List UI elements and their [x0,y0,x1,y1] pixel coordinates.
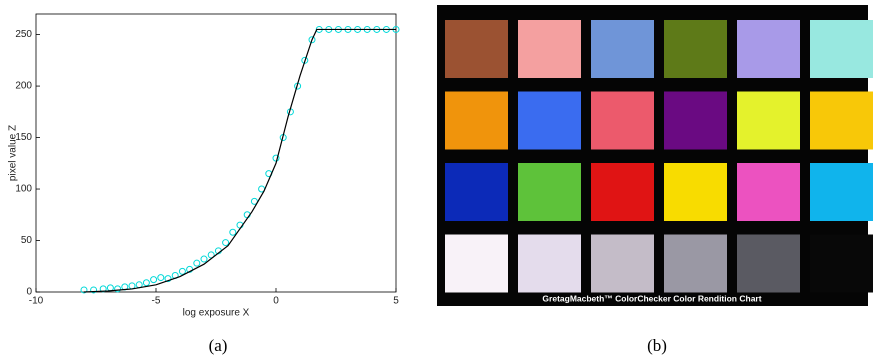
y-tick-label: 100 [15,184,32,195]
color-patch [664,91,727,150]
data-point [106,284,114,292]
color-patch [737,91,800,150]
colorchecker-label: GretagMacbeth™ ColorChecker Color Rendit… [542,293,761,303]
y-tick-label: 150 [15,132,32,143]
data-point [222,239,230,247]
y-tick-label: 0 [26,287,32,298]
color-patch [737,163,800,221]
color-patch [445,20,508,78]
color-patch [591,20,654,78]
y-tick-label: 50 [21,235,33,246]
data-point [80,286,88,294]
data-point [114,285,122,293]
x-tick-label: 5 [393,296,399,307]
data-point [200,255,208,263]
data-point [99,285,107,293]
color-patch [664,234,727,293]
y-tick-label: 200 [15,81,32,92]
color-patch [518,91,581,150]
color-patch [445,163,508,221]
data-point [142,279,150,287]
color-patch [810,91,873,150]
data-point [128,282,136,290]
x-tick-label: -10 [29,296,44,307]
caption: (b) [647,336,667,355]
y-axis-label: pixel value Z [8,125,19,181]
color-patch [737,20,800,78]
color-patch [591,234,654,293]
data-point [308,36,316,44]
color-patch [664,20,727,78]
data-point [229,228,237,236]
data-point [157,274,165,282]
color-patch [737,234,800,293]
data-point [90,286,98,294]
color-patch [445,234,508,293]
x-tick-label: 0 [273,296,279,307]
data-point [164,275,172,283]
x-tick-label: -5 [152,296,161,307]
color-patch [518,20,581,78]
color-patch [518,234,581,293]
data-point [186,265,194,273]
color-patch [664,163,727,221]
color-patch [810,234,873,293]
color-patch [445,91,508,150]
color-patch [591,163,654,221]
color-patch [591,91,654,150]
data-point [150,276,158,284]
data-point [301,56,309,64]
color-patch [810,163,873,221]
y-tick-label: 250 [15,29,32,40]
color-patch [810,20,873,78]
fit-curve [83,28,396,293]
x-axis-label: log exposure X [183,308,250,319]
plot-frame [35,13,397,293]
caption: (a) [209,336,228,355]
color-patch [518,163,581,221]
data-point [193,259,201,267]
data-point [178,267,186,275]
